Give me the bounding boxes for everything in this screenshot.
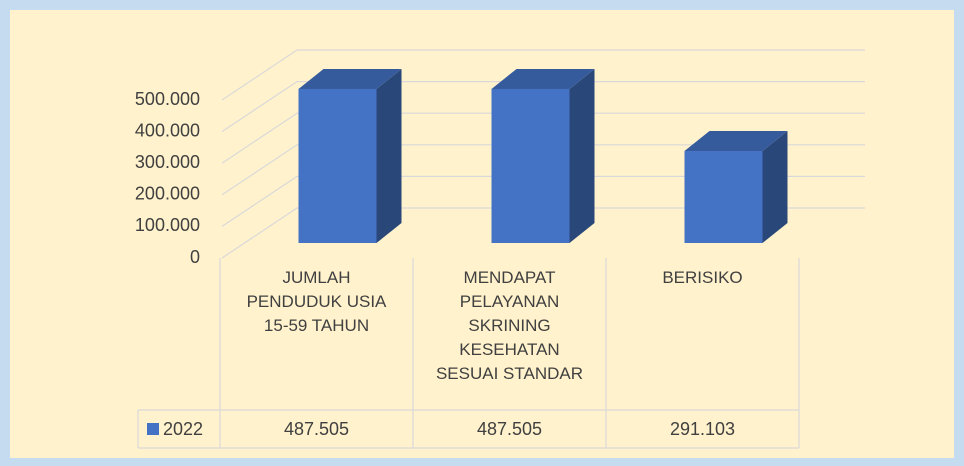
legend-label: 2022: [163, 419, 203, 439]
grid-line: [221, 144, 865, 196]
chart-area: [10, 10, 954, 458]
grid-line: [221, 207, 865, 259]
bar-side: [762, 131, 788, 243]
y-tick-label: 200.000: [135, 184, 200, 204]
x-tick-label: BERISIKO: [662, 268, 743, 287]
y-tick-label: 0: [190, 247, 200, 267]
bar-top: [491, 68, 595, 89]
bar: [491, 88, 570, 243]
bar-side: [376, 68, 402, 243]
x-tick-label: JUMLAH PENDUDUK USIA 15-59 TAHUN: [246, 268, 387, 335]
bar-top: [298, 68, 402, 89]
y-tick-label: 500.000: [135, 89, 200, 109]
table-value: 291.103: [670, 419, 735, 439]
grid-line: [221, 175, 865, 227]
table-value: 487.505: [477, 419, 542, 439]
grid-line: [221, 80, 865, 133]
legend-swatch: [147, 423, 159, 435]
grid-line: [221, 49, 865, 101]
table-value: 487.505: [284, 419, 349, 439]
bar: [298, 88, 377, 243]
y-tick-label: 400.000: [135, 120, 200, 140]
bar: [684, 151, 763, 243]
x-tick-label: MENDAPAT PELAYANAN SKRINING KESEHATAN SE…: [435, 268, 584, 383]
bar-side: [569, 68, 595, 243]
bar-top: [684, 131, 788, 152]
y-tick-label: 300.000: [135, 152, 200, 172]
y-tick-label: 100.000: [135, 215, 200, 235]
grid-line: [221, 112, 865, 164]
